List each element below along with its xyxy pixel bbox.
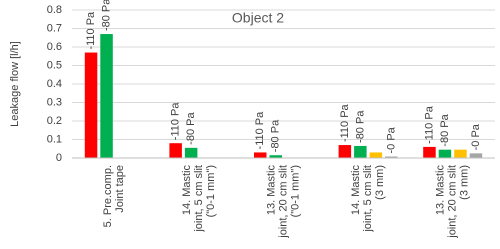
x-tick-label: (3 mm) bbox=[374, 165, 386, 200]
x-tick-label: 14. Mastic bbox=[181, 165, 193, 216]
bar-label: -110 Pa bbox=[170, 102, 182, 141]
y-tick-label: 0.1 bbox=[47, 133, 62, 145]
bar-label: -110 Pa bbox=[339, 103, 351, 142]
x-tick-label: 13. Mastic bbox=[265, 165, 277, 216]
bar-label: -80 Pa bbox=[439, 113, 451, 146]
x-tick-label: joint, 5 cm slit bbox=[362, 165, 374, 233]
x-tick-label: joint, 20 cm slit bbox=[447, 165, 459, 239]
bar-label: -80 Pa bbox=[354, 110, 366, 143]
bar bbox=[438, 149, 452, 158]
bar bbox=[354, 145, 367, 158]
bar bbox=[469, 153, 483, 158]
bar-label: -80 Pa bbox=[185, 112, 197, 145]
y-axis-label: Leakage flow [l/h] bbox=[9, 41, 21, 127]
bar-label: -110 Pa bbox=[423, 105, 435, 144]
x-tick-label: ("0-1 mm") bbox=[289, 165, 301, 217]
bar bbox=[385, 156, 398, 158]
y-tick-label: 0 bbox=[56, 152, 62, 164]
y-tick-label: 0.2 bbox=[47, 115, 62, 127]
bar bbox=[100, 34, 113, 158]
x-tick-label: ("0-1 mm") bbox=[205, 165, 217, 217]
bar bbox=[269, 155, 282, 158]
y-tick-label: 0.4 bbox=[47, 78, 62, 90]
bar bbox=[454, 149, 467, 158]
bar bbox=[84, 52, 98, 158]
bar-label: -80 Pa bbox=[270, 119, 282, 152]
x-tick-label: 13. Mastic bbox=[435, 165, 447, 216]
bar bbox=[369, 152, 383, 158]
bar bbox=[184, 147, 198, 158]
x-tick-label: joint, 5 cm slit bbox=[193, 165, 205, 233]
y-tick-label: 0.7 bbox=[47, 22, 62, 34]
bar bbox=[169, 143, 182, 158]
bar-label: -80 Pa bbox=[100, 0, 112, 31]
bar-label: -0 Pa bbox=[385, 126, 397, 153]
y-tick-label: 0.6 bbox=[47, 41, 62, 53]
bar bbox=[254, 152, 267, 158]
bar-label: -0 Pa bbox=[470, 123, 482, 150]
bar bbox=[423, 146, 436, 158]
x-tick-label: 14. Mastic bbox=[350, 165, 362, 216]
y-tick-label: 0.5 bbox=[47, 59, 62, 71]
bar-label: -110 Pa bbox=[254, 111, 266, 150]
y-tick-label: 0.3 bbox=[47, 96, 62, 108]
chart-title: Object 2 bbox=[232, 10, 284, 26]
bar bbox=[338, 145, 352, 158]
bar-label: -110 Pa bbox=[85, 11, 97, 50]
x-tick-label: 5. Pre.comp. bbox=[102, 165, 114, 227]
x-tick-label: Joint tape bbox=[114, 165, 126, 213]
y-tick-label: 0.8 bbox=[47, 4, 62, 16]
x-tick-label: joint, 20 cm slit bbox=[277, 165, 289, 239]
x-tick-label: (3 mm) bbox=[459, 165, 471, 200]
